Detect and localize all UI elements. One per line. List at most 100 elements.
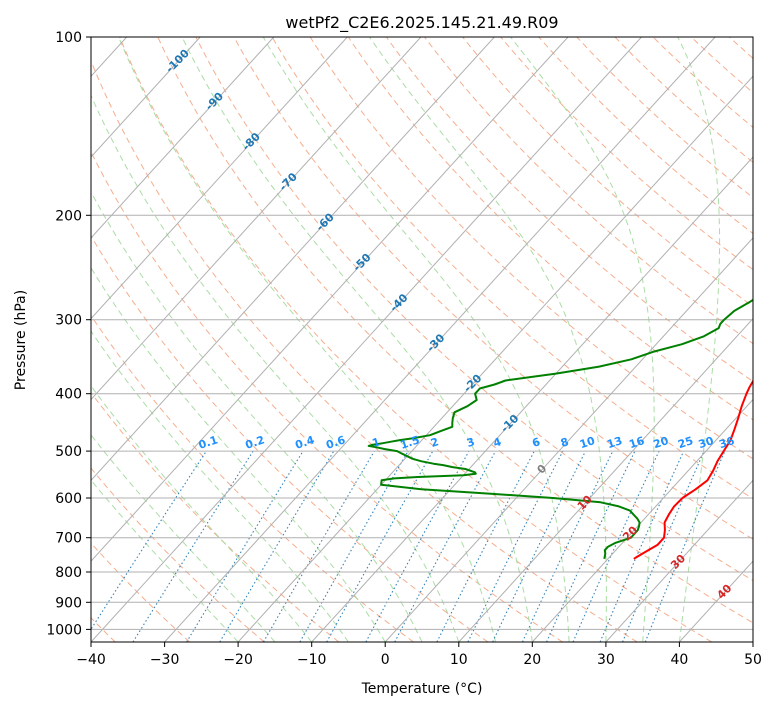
dry-adiabat-line [424, 37, 753, 345]
y-tick-label: 1000 [46, 622, 82, 638]
dry-adiabat-line [576, 37, 753, 199]
y-tick-label: 500 [55, 444, 82, 460]
y-tick-label: 700 [55, 531, 82, 547]
dry-adiabat-line [500, 37, 753, 271]
mixing-ratio-line [365, 450, 470, 642]
mixing-ratio-label: 30 [697, 434, 716, 451]
x-tick-label: 10 [450, 652, 468, 668]
dewpoint-profile-line [367, 298, 753, 559]
dry-adiabat-line [271, 37, 753, 500]
isotherm-line [311, 156, 753, 642]
mixing-ratio-line [186, 450, 304, 642]
plot-frame [90, 36, 754, 643]
dry-adiabat-line [195, 37, 753, 582]
mixing-ratio-line [599, 450, 685, 642]
moist-adiabat-line [91, 330, 349, 642]
mixing-ratio-label: 1 [371, 435, 382, 450]
mixing-ratio-label: 20 [652, 434, 671, 451]
x-tick-label: 30 [597, 652, 615, 668]
x-axis-title: Temperature (°C) [361, 681, 483, 697]
grid-lines [91, 37, 753, 642]
isotherm-line [91, 37, 348, 320]
mixing-ratio-label: 16 [627, 434, 646, 451]
mixing-ratio-line [521, 450, 614, 642]
moist-adiabat-line [91, 385, 313, 642]
mixing-ratio-label: 8 [559, 435, 570, 450]
moist-adiabat-line [91, 266, 386, 642]
isotherm-line [91, 37, 495, 482]
mixing-ratio-label: 4 [492, 435, 504, 450]
dry-adiabat-line [119, 37, 713, 642]
mixing-ratio-label: 10 [578, 434, 597, 451]
x-tick-label: 50 [744, 652, 762, 668]
mixing-ratio-line [219, 450, 335, 642]
isotherm-line [531, 398, 753, 642]
mixing-ratio-label: 0.2 [244, 433, 267, 451]
x-tick-label: 40 [670, 652, 688, 668]
y-tick-label: 600 [55, 491, 82, 507]
plot-area [91, 37, 753, 642]
chart-title: wetPf2_C2E6.2025.145.21.49.R09 [285, 13, 558, 33]
temperature-profile-line [633, 379, 753, 560]
isotherm-line [91, 37, 569, 562]
moist-adiabat-line [181, 37, 533, 642]
dry-adiabat-line [91, 314, 414, 642]
moist-adiabat-line [91, 94, 460, 642]
mixing-ratio-line [644, 450, 726, 642]
dry-adiabat-line [233, 37, 753, 540]
x-tick-label: −10 [297, 652, 327, 668]
dry-adiabat-line [91, 150, 563, 642]
isotherm-line [164, 37, 716, 642]
y-tick-label: 300 [55, 313, 82, 329]
isotherm-line [384, 237, 753, 642]
x-tick-label: 20 [523, 652, 541, 668]
isotherm-line [605, 479, 753, 642]
isotherm-line [91, 37, 201, 158]
mixing-ratio-line [132, 450, 254, 642]
y-axis-title: Pressure (hPa) [13, 290, 29, 390]
isotherm-line [91, 37, 422, 401]
moist-adiabat-line [369, 37, 607, 642]
moist-adiabat-line [91, 190, 423, 642]
mixing-ratio-line [622, 450, 705, 642]
x-tick-label: −40 [76, 652, 106, 668]
y-tick-label: 800 [55, 565, 82, 581]
profile-lines [367, 298, 753, 560]
mixing-ratio-line [492, 450, 586, 642]
mixing-ratio-label: 1.5 [399, 433, 422, 451]
axis-ticks: −40 −30 −20 −10 0 10 20 30 40 5010020030040050060… [46, 30, 762, 668]
mixing-ratio-label: 2 [429, 435, 440, 450]
mixing-ratio-label: 6 [530, 435, 542, 450]
isotherm-line [237, 75, 753, 642]
isotherm-line [91, 37, 275, 239]
isotherm-line [91, 37, 642, 642]
isotherm-line [458, 317, 753, 642]
y-tick-label: 400 [55, 387, 82, 403]
mixing-ratio-line [572, 450, 660, 642]
mixing-ratio-line [263, 450, 375, 642]
mixing-ratio-line [467, 450, 564, 642]
x-tick-label: −20 [223, 652, 253, 668]
x-tick-label: 0 [381, 652, 390, 668]
mixing-ratio-label: 0.1 [197, 433, 220, 451]
mixing-ratio-label: 36 [717, 434, 736, 451]
mixing-ratio-line [91, 450, 207, 631]
mixing-ratio-line [546, 450, 636, 642]
moist-adiabat-line [510, 37, 655, 642]
dry-adiabat-line [91, 59, 638, 642]
mixing-ratio-label: 25 [676, 434, 695, 451]
x-tick-label: −30 [150, 652, 180, 668]
mixing-ratio-label: 0.6 [324, 433, 347, 451]
mixing-ratio-line [299, 450, 409, 642]
y-tick-label: 100 [55, 30, 82, 46]
mixing-ratio-label: 3 [465, 435, 476, 450]
y-tick-label: 900 [55, 595, 82, 611]
mixing-ratio-label: 0.4 [294, 433, 317, 451]
moist-adiabat-line [677, 37, 721, 642]
mixing-ratio-line [326, 450, 434, 642]
dry-adiabat-line [538, 37, 753, 235]
y-tick-label: 200 [55, 208, 82, 224]
mixing-ratio-label: 13 [605, 434, 624, 451]
dry-adiabat-line [347, 37, 753, 421]
